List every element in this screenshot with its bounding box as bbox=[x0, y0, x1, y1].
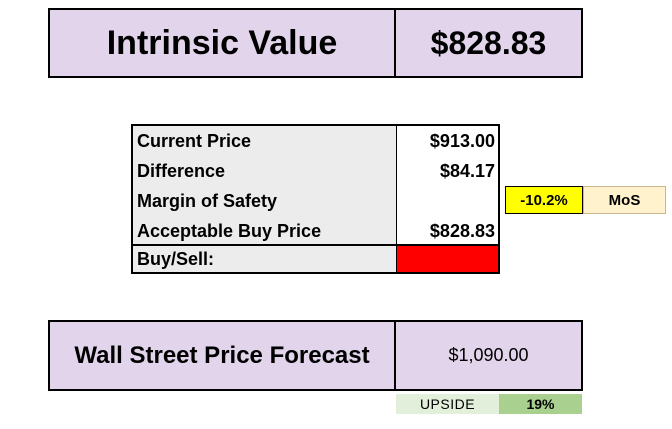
wall-street-forecast-value[interactable]: $1,090.00 bbox=[394, 320, 583, 391]
buy-sell-label[interactable]: Buy/Sell: bbox=[133, 244, 396, 272]
intrinsic-value-label[interactable]: Intrinsic Value bbox=[48, 8, 396, 78]
upside-label[interactable]: UPSIDE bbox=[396, 394, 499, 414]
buy-sell-indicator[interactable] bbox=[396, 244, 498, 272]
acceptable-buy-price-value[interactable]: $828.83 bbox=[396, 216, 498, 246]
margin-of-safety-empty-cell[interactable] bbox=[396, 186, 498, 216]
wall-street-forecast-label[interactable]: Wall Street Price Forecast bbox=[48, 320, 396, 391]
current-price-label[interactable]: Current Price bbox=[133, 126, 396, 156]
margin-of-safety-label[interactable]: Margin of Safety bbox=[133, 186, 396, 216]
current-price-value[interactable]: $913.00 bbox=[396, 126, 498, 156]
mos-label[interactable]: MoS bbox=[583, 186, 666, 214]
margin-of-safety-percent[interactable]: -10.2% bbox=[505, 186, 583, 214]
difference-label[interactable]: Difference bbox=[133, 156, 396, 186]
intrinsic-value-amount[interactable]: $828.83 bbox=[394, 8, 583, 78]
upside-value[interactable]: 19% bbox=[499, 394, 582, 414]
acceptable-buy-price-label[interactable]: Acceptable Buy Price bbox=[133, 216, 396, 246]
difference-value[interactable]: $84.17 bbox=[396, 156, 498, 186]
